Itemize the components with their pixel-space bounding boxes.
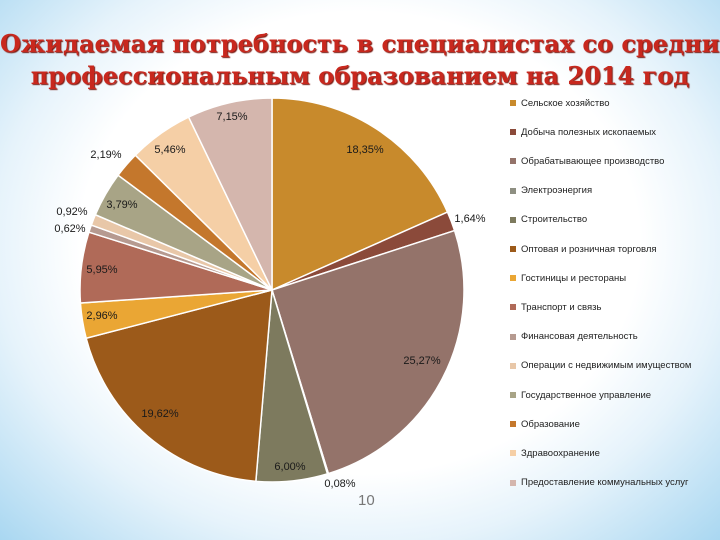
legend-item: Финансовая деятельность <box>510 330 638 344</box>
legend-item: Операции с недвижимым имуществом <box>510 359 691 373</box>
legend-item: Государственное управление <box>510 388 651 402</box>
legend-label: Здравоохранение <box>521 447 600 459</box>
slice-data-label: 6,00% <box>274 461 305 473</box>
legend-label: Электроэнергия <box>521 185 593 197</box>
slice-data-label: 0,08% <box>324 478 355 490</box>
legend-label: Оптовая и розничная торговля <box>521 243 657 255</box>
legend-swatch <box>510 392 516 398</box>
legend-label: Операции с недвижимым имуществом <box>521 360 692 372</box>
legend-item: Добыча полезных ископаемых <box>510 125 656 139</box>
legend-swatch <box>510 479 516 486</box>
slice-data-label: 19,62% <box>141 408 179 420</box>
pie-slice <box>271 97 449 292</box>
legend-label: Гостиницы и рестораны <box>521 272 627 284</box>
slice-data-label: 0,62% <box>54 223 85 235</box>
slice-data-label: 7,15% <box>216 111 247 123</box>
legend-swatch <box>510 246 516 252</box>
legend-swatch <box>510 100 516 106</box>
legend-label: Транспорт и связь <box>521 301 602 313</box>
legend-label: Добыча полезных ископаемых <box>521 126 657 138</box>
slice-data-label: 3,79% <box>106 199 137 211</box>
legend-swatch <box>510 362 516 369</box>
legend-swatch <box>510 333 516 340</box>
legend-label: Строительство <box>521 214 588 226</box>
legend-swatch <box>510 275 516 282</box>
pie-slice <box>187 97 273 291</box>
slice-data-label: 2,19% <box>90 149 121 161</box>
slice-data-label: 5,46% <box>154 144 185 156</box>
chart-title-line-1: Ожидаемая потребность в специалистах со … <box>0 29 720 58</box>
legend-label: Предоставление коммунальных услуг <box>521 477 689 489</box>
legend-swatch <box>510 304 516 311</box>
pie-slice <box>271 229 465 475</box>
page-number: 10 <box>358 492 375 509</box>
legend-label: Обрабатывающее производство <box>521 155 665 167</box>
slice-data-label: 5,95% <box>86 264 117 276</box>
slice-data-label: 18,35% <box>346 144 384 156</box>
legend-swatch <box>510 129 516 136</box>
legend-item: Образование <box>510 417 580 431</box>
slice-data-label: 1,64% <box>454 213 485 225</box>
legend-label: Государственное управление <box>521 389 652 401</box>
legend-swatch <box>510 187 516 194</box>
legend-label: Финансовая деятельность <box>521 331 638 343</box>
legend-item: Электроэнергия <box>510 184 592 198</box>
legend-item: Здравоохранение <box>510 446 600 460</box>
legend-label: Образование <box>521 418 580 430</box>
chart-title: Ожидаемая потребность в специалистах со … <box>0 28 720 92</box>
slice-data-label: 25,27% <box>403 355 441 367</box>
legend-swatch <box>510 450 516 457</box>
legend-item: Предоставление коммунальных услуг <box>510 476 689 490</box>
legend-swatch <box>510 421 516 428</box>
slice-data-label: 0,92% <box>56 206 87 218</box>
legend-label: Сельское хозяйство <box>521 97 610 109</box>
legend-item: Обрабатывающее производство <box>510 154 664 168</box>
legend-item: Строительство <box>510 213 587 227</box>
chart-title-line-2: профессиональным образованием на 2014 го… <box>30 61 690 90</box>
legend-item: Гостиницы и рестораны <box>510 271 626 285</box>
legend-swatch <box>510 158 516 165</box>
legend-swatch <box>510 216 516 223</box>
slice-data-label: 2,96% <box>86 310 117 322</box>
pie-slice <box>85 289 273 483</box>
legend-item: Сельское хозяйство <box>510 96 610 110</box>
legend-item: Транспорт и связь <box>510 300 601 314</box>
legend-item: Оптовая и розничная торговля <box>510 242 657 256</box>
